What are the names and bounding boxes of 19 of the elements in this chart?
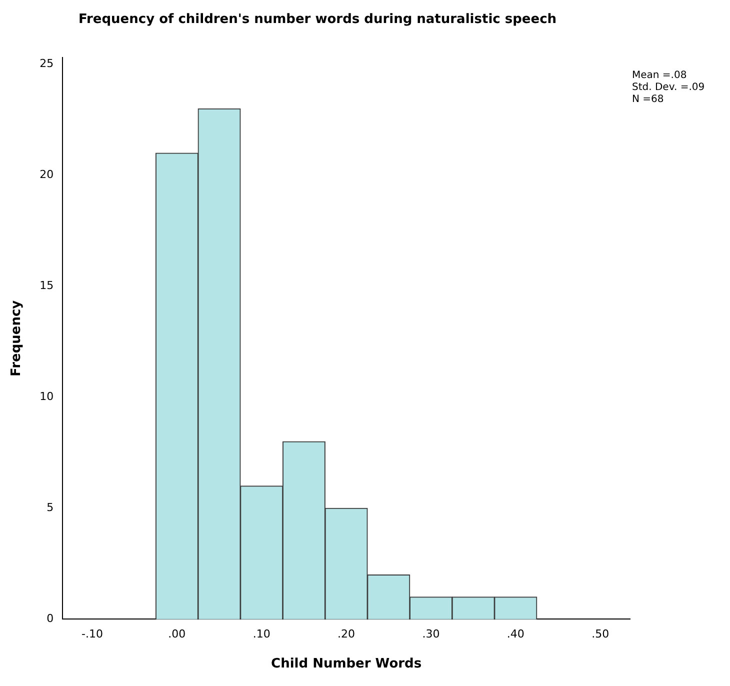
x-tick-label: .20 <box>338 628 356 641</box>
x-tick-label: .10 <box>252 628 270 641</box>
x-tick-label: .30 <box>422 628 440 641</box>
x-tick-label: .50 <box>592 628 610 641</box>
x-tick-label: .00 <box>168 628 186 641</box>
y-tick-label: 15 <box>40 279 54 292</box>
x-tick-label: .40 <box>506 628 524 641</box>
x-axis-title: Child Number Words <box>271 656 422 672</box>
y-tick-label: 5 <box>46 501 54 514</box>
x-tick-label: -.10 <box>82 628 103 641</box>
y-tick-label: 10 <box>40 390 54 404</box>
text: Std. Dev. =.09 <box>632 82 705 94</box>
y-tick-label: 20 <box>40 168 54 182</box>
y-axis-title: Frequency <box>9 300 24 376</box>
chart-title: Frequency of children's number words during naturalistic speech <box>78 12 557 28</box>
text: N =68 <box>632 94 665 106</box>
y-tick-label: 0 <box>46 612 54 626</box>
y-tick-label: 25 <box>40 57 54 70</box>
text: Mean =.08 <box>632 70 688 82</box>
